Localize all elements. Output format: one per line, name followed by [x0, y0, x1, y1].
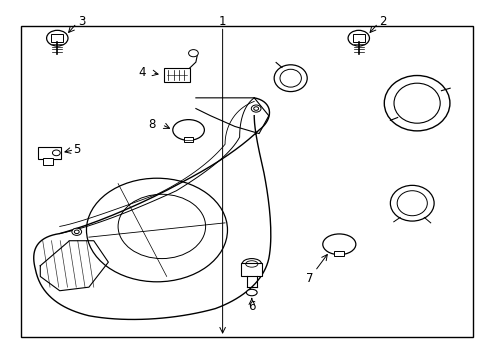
Circle shape	[251, 105, 261, 112]
Text: 2: 2	[379, 14, 386, 27]
Bar	[21, 26, 472, 337]
Bar	[352, 34, 364, 42]
Text: 5: 5	[73, 143, 81, 156]
Circle shape	[347, 30, 369, 46]
Bar	[241, 263, 262, 276]
Ellipse shape	[246, 289, 257, 296]
Ellipse shape	[384, 76, 449, 131]
Bar	[334, 251, 344, 256]
Text: 3: 3	[78, 14, 85, 27]
Circle shape	[188, 50, 198, 57]
Text: 1: 1	[219, 14, 226, 27]
Text: 8: 8	[148, 118, 156, 131]
Bar	[164, 68, 189, 82]
Bar	[51, 34, 63, 42]
Bar	[42, 158, 53, 165]
Circle shape	[72, 228, 81, 235]
Text: 4: 4	[139, 66, 146, 79]
Ellipse shape	[172, 120, 204, 140]
Bar	[183, 138, 193, 143]
Ellipse shape	[274, 65, 306, 91]
Circle shape	[46, 30, 68, 46]
Ellipse shape	[242, 258, 261, 269]
Bar	[38, 147, 61, 158]
Ellipse shape	[389, 185, 433, 221]
Text: 6: 6	[247, 300, 255, 313]
Ellipse shape	[322, 234, 355, 255]
Text: 7: 7	[306, 272, 313, 285]
